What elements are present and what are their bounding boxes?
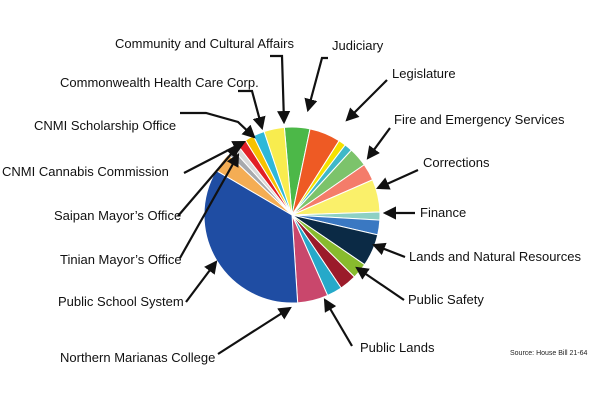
leader-line-public-school-system — [185, 260, 218, 303]
slice-label-public-school-system: Public School System — [58, 294, 184, 309]
leader-line-legislature — [345, 79, 388, 122]
leader-lines — [177, 54, 419, 355]
slice-label-public-lands: Public Lands — [360, 340, 435, 355]
leader-line-saipan-mayor-s-office — [177, 144, 240, 217]
leader-line-judiciary — [304, 56, 328, 113]
leader-line-northern-marianas-college — [217, 306, 292, 355]
leader-line-tinian-mayor-s-office — [179, 153, 240, 259]
slice-label-saipan-mayor-s-office: Saipan Mayor’s Office — [54, 208, 181, 223]
leader-line-cnmi-scholarship-office — [180, 111, 256, 139]
leader-line-public-safety — [355, 266, 405, 301]
slice-label-cnmi-scholarship-office: CNMI Scholarship Office — [34, 118, 176, 133]
slice-label-legislature: Legislature — [392, 66, 456, 81]
slice-label-community-and-cultural-affairs: Community and Cultural Affairs — [115, 36, 294, 51]
slice-label-fire-and-emergency-services: Fire and Emergency Services — [394, 112, 565, 127]
pie — [203, 126, 381, 304]
slice-label-cnmi-cannabis-commission: CNMI Cannabis Commission — [2, 164, 169, 179]
slice-label-lands-and-natural-resources: Lands and Natural Resources — [409, 249, 581, 264]
leader-line-public-lands — [323, 298, 353, 347]
slice-label-public-safety: Public Safety — [408, 292, 484, 307]
leader-line-cnmi-cannabis-commission — [183, 140, 246, 174]
slice-label-finance: Finance — [420, 205, 466, 220]
pie-slice-unlabeled-21 — [263, 126, 293, 216]
slice-label-commonwealth-health-care-corp: Commonwealth Health Care Corp. — [60, 75, 259, 90]
leader-line-corrections — [375, 168, 419, 190]
leader-line-fire-and-emergency-services — [366, 127, 391, 160]
slice-label-corrections: Corrections — [423, 155, 490, 170]
slice-label-northern-marianas-college: Northern Marianas College — [60, 350, 215, 365]
slice-label-tinian-mayor-s-office: Tinian Mayor’s Office — [60, 252, 182, 267]
slice-label-judiciary: Judiciary — [332, 38, 384, 53]
source-note: Source: House Bill 21-64 — [510, 350, 588, 357]
slice-labels: Judiciary Legislature Fire and Emergency S… — [2, 36, 581, 365]
leader-line-commonwealth-health-care-corp — [238, 89, 266, 131]
leader-line-community-and-cultural-affairs — [270, 54, 291, 125]
leader-line-lands-and-natural-resources — [371, 242, 406, 259]
